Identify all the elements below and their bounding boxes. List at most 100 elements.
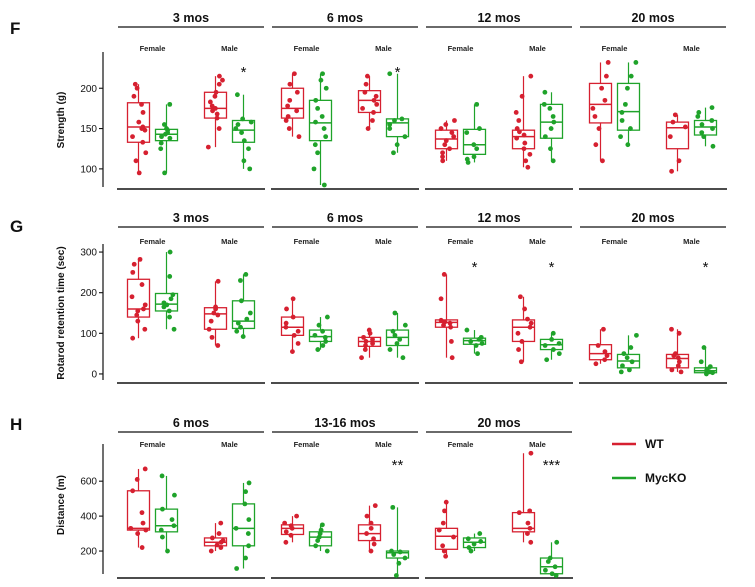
point-g-0-0-wt-8	[139, 282, 145, 287]
point-h-2-0-wt-0	[443, 553, 449, 559]
point-f-3-1-wt-2	[667, 134, 673, 140]
box-g-0-0-mycko	[154, 292, 179, 312]
point-h-1-0-wt-2	[283, 529, 289, 535]
y-tick-label-h-1: 400	[80, 512, 97, 523]
point-g-2-0-wt-8	[441, 272, 447, 277]
point-f-1-0-wt-0	[296, 134, 302, 140]
point-g-2-0-mycko-2	[479, 341, 485, 346]
age-label-f-1: 6 mos	[327, 11, 363, 25]
point-g-3-0-mycko-2	[620, 363, 625, 369]
significance-g-2-0: *	[472, 259, 478, 276]
point-h-0-1-wt-0	[208, 548, 214, 554]
point-f-0-0-wt-11	[131, 93, 137, 99]
point-f-3-0-wt-6	[599, 85, 605, 91]
point-h-1-1-wt-5	[368, 520, 374, 526]
point-g-2-1-mycko-3	[542, 343, 548, 348]
point-f-2-0-wt-7	[449, 130, 455, 135]
point-f-1-0-mycko-10	[323, 85, 329, 91]
point-h-1-1-wt-2	[371, 536, 376, 542]
point-f-1-0-wt-1	[286, 126, 292, 131]
point-f-1-1-wt-8	[363, 81, 369, 87]
y-tick-label-g-3: 300	[80, 248, 97, 259]
box-h-2-1-wt	[511, 511, 536, 533]
sex-label-h-1-1: Male	[375, 440, 392, 449]
point-g-3-0-mycko-4	[624, 355, 630, 361]
point-f-3-0-wt-8	[605, 60, 611, 65]
point-h-0-1-mycko-7	[243, 489, 249, 495]
point-g-1-0-wt-4	[283, 324, 289, 330]
point-f-0-1-wt-8	[212, 93, 218, 99]
point-h-2-0-wt-5	[440, 520, 446, 526]
point-f-3-1-mycko-4	[699, 122, 705, 127]
point-f-2-1-mycko-2	[542, 134, 548, 140]
point-f-3-0-mycko-4	[619, 110, 625, 115]
point-g-2-1-wt-7	[522, 306, 528, 312]
point-f-2-0-wt-1	[440, 154, 445, 160]
point-h-0-0-wt-0	[139, 545, 145, 550]
point-h-0-0-wt-2	[143, 527, 149, 533]
point-f-3-0-wt-1	[593, 142, 599, 148]
point-f-2-1-wt-1	[523, 158, 529, 164]
point-g-1-0-wt-6	[290, 314, 296, 320]
point-h-2-1-wt-3	[525, 520, 531, 526]
point-f-3-0-wt-2	[596, 126, 602, 131]
point-f-2-0-wt-5	[443, 138, 449, 144]
point-g-3-1-wt-8	[669, 326, 674, 332]
point-g-1-0-mycko-1	[320, 343, 326, 348]
point-f-0-1-wt-3	[214, 111, 220, 117]
significance-h-1-1: **	[392, 457, 404, 474]
point-g-1-1-wt-8	[366, 327, 372, 333]
point-g-1-1-mycko-4	[392, 332, 398, 338]
point-f-1-0-wt-9	[292, 71, 297, 77]
point-h-0-0-mycko-6	[172, 492, 177, 498]
box-h-0-1-mycko	[231, 503, 256, 547]
point-h-0-1-wt-2	[214, 542, 220, 548]
point-g-2-0-mycko-0	[475, 351, 480, 357]
point-f-0-1-mycko-8	[240, 116, 246, 122]
point-f-0-1-wt-0	[205, 144, 211, 150]
point-g-1-0-wt-5	[283, 320, 289, 326]
point-f-2-0-mycko-4	[471, 142, 477, 148]
point-f-0-0-wt-7	[140, 124, 146, 130]
point-f-1-0-mycko-8	[315, 106, 321, 111]
point-f-2-0-mycko-2	[471, 154, 477, 160]
point-g-3-0-mycko-1	[627, 367, 632, 373]
point-g-3-1-wt-7	[676, 330, 682, 336]
point-g-0-1-wt-8	[215, 278, 221, 284]
point-g-2-0-wt-7	[438, 296, 444, 302]
point-f-3-1-mycko-0	[710, 143, 716, 149]
point-f-2-1-wt-5	[514, 135, 520, 141]
sex-label-g-0-0: Female	[140, 237, 166, 246]
age-label-h-1: 13-16 mos	[314, 416, 375, 430]
point-f-0-1-wt-10	[216, 81, 222, 87]
point-g-1-1-wt-6	[361, 334, 366, 340]
point-h-2-0-wt-4	[436, 527, 442, 533]
point-f-2-1-wt-9	[516, 118, 522, 123]
point-g-0-0-mycko-6	[168, 296, 174, 302]
point-g-2-1-mycko-0	[544, 357, 550, 363]
point-g-0-0-wt-5	[141, 306, 146, 312]
point-g-0-1-wt-7	[213, 304, 218, 310]
point-h-0-0-wt-1	[135, 531, 141, 536]
point-h-1-0-wt-5	[282, 520, 288, 526]
point-g-2-0-wt-6	[438, 317, 444, 323]
point-h-2-0-mycko-3	[478, 539, 484, 544]
box-f-1-1-mycko	[385, 118, 410, 138]
point-h-1-1-wt-7	[372, 503, 378, 509]
point-f-2-0-wt-4	[442, 142, 448, 148]
point-g-1-0-mycko-6	[316, 322, 322, 328]
point-h-1-1-wt-1	[371, 541, 377, 547]
point-h-0-1-wt-1	[218, 545, 224, 550]
point-g-3-1-mycko-6	[698, 359, 704, 365]
box-f-2-1-mycko	[539, 103, 564, 139]
sex-label-h-0-1: Male	[221, 440, 238, 449]
point-f-0-0-wt-12	[134, 85, 140, 91]
point-g-1-0-mycko-5	[320, 328, 325, 334]
point-f-0-0-mycko-4	[159, 134, 164, 140]
point-f-1-1-wt-5	[371, 97, 377, 103]
point-f-1-0-wt-5	[285, 103, 291, 109]
point-g-1-0-mycko-3	[322, 334, 328, 340]
point-g-1-0-mycko-2	[323, 339, 329, 344]
point-h-2-0-wt-2	[440, 543, 446, 549]
point-g-0-0-wt-2	[135, 318, 141, 324]
